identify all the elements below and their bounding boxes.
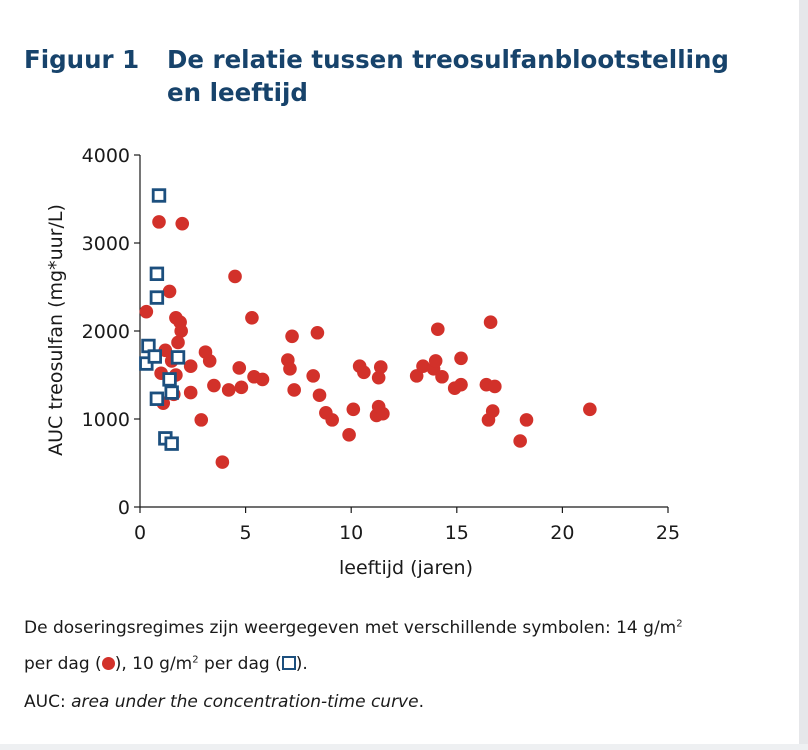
data-point-circle xyxy=(255,372,270,387)
caption-text-2d: ). xyxy=(295,654,308,674)
data-point-circle xyxy=(175,216,190,231)
data-point-circle xyxy=(342,428,356,442)
data-point-circle xyxy=(416,359,430,374)
data-point-circle xyxy=(174,324,188,338)
caption-sup-2: 2 xyxy=(192,654,199,666)
x-tick-label: 10 xyxy=(339,522,363,544)
data-point-circle xyxy=(202,354,217,368)
data-point-circle xyxy=(376,406,390,421)
data-point-circle xyxy=(245,311,259,325)
data-point-circle xyxy=(183,359,198,374)
y-axis-label: AUC treosulfan (mg*uur/L) xyxy=(45,204,67,456)
data-point-circle xyxy=(207,378,221,393)
data-point-circle xyxy=(371,370,386,385)
data-point-square xyxy=(164,385,179,400)
data-point-circle xyxy=(346,402,361,417)
data-point-square xyxy=(149,290,165,305)
caption-line-3: AUC: area under the concentration-time c… xyxy=(24,691,794,713)
x-tick-label: 20 xyxy=(550,522,574,544)
chart-points xyxy=(139,188,597,469)
caption-end: . xyxy=(418,692,424,712)
x-tick-label: 0 xyxy=(134,522,146,544)
scatter-chart: 0 1000 2000 3000 4000 0 5 10 15 20 25 leeftijd (jar… xyxy=(45,145,680,579)
data-point-circle xyxy=(287,383,301,397)
data-point-circle xyxy=(312,388,327,403)
data-point-circle xyxy=(430,322,445,337)
data-point-square xyxy=(170,350,186,365)
data-point-circle xyxy=(454,351,468,366)
data-point-circle xyxy=(171,335,185,350)
data-point-circle xyxy=(232,361,247,375)
data-point-circle xyxy=(194,413,209,427)
data-point-circle xyxy=(428,354,443,368)
data-point-circle xyxy=(285,329,299,344)
y-tick-label: 2000 xyxy=(82,321,130,343)
data-point-circle xyxy=(435,369,449,384)
data-point-circle xyxy=(325,413,339,427)
data-point-circle xyxy=(139,304,154,319)
chart-axes xyxy=(134,154,669,513)
data-point-circle xyxy=(306,369,320,383)
data-point-circle xyxy=(183,385,198,400)
caption-term: area under the concentration-time curve xyxy=(71,692,419,712)
data-point-square xyxy=(162,372,177,387)
data-point-square xyxy=(164,436,179,451)
x-tick-label: 15 xyxy=(445,522,469,544)
y-tick-label: 3000 xyxy=(82,233,130,255)
caption-label-auc: AUC: xyxy=(24,692,72,712)
data-point-square xyxy=(147,349,162,364)
data-point-circle xyxy=(162,284,177,299)
data-point-square xyxy=(149,266,165,282)
page-edge xyxy=(799,0,808,750)
data-point-circle xyxy=(373,360,388,374)
x-tick-label: 5 xyxy=(240,522,252,544)
data-point-circle xyxy=(152,215,166,229)
data-point-circle xyxy=(409,369,424,383)
data-point-circle xyxy=(310,325,325,340)
caption-sup-1: 2 xyxy=(676,618,683,630)
data-point-circle xyxy=(228,269,242,284)
figure-title: De relatie tussen treosulfanblootstellin… xyxy=(167,45,729,107)
y-tick-label: 1000 xyxy=(82,409,130,431)
data-point-circle xyxy=(513,434,527,448)
data-point-circle xyxy=(283,362,297,376)
square-symbol-icon xyxy=(281,656,296,670)
data-point-circle xyxy=(234,380,249,395)
chart-labels: 0 1000 2000 3000 4000 0 5 10 15 20 25 leeftijd (jar… xyxy=(45,145,680,579)
caption-text-1: De doseringsregimes zijn weergegeven met… xyxy=(24,618,677,638)
caption-text-2b: ), 10 g/m xyxy=(114,654,193,674)
data-point-circle xyxy=(221,383,236,397)
data-point-circle xyxy=(583,402,597,417)
caption-text-2c: per dag ( xyxy=(198,654,282,674)
data-point-square xyxy=(149,391,165,406)
data-point-circle xyxy=(215,455,230,469)
caption-line-2: per dag (), 10 g/m2 per dag (). xyxy=(24,653,794,675)
data-point-circle xyxy=(483,315,498,330)
x-tick-label: 25 xyxy=(656,522,680,544)
figure-label: Figuur 1 xyxy=(24,45,140,74)
page-bottom-edge xyxy=(0,744,808,750)
caption-line-1: De doseringsregimes zijn weergegeven met… xyxy=(24,617,794,639)
x-axis-label: leeftijd (jaren) xyxy=(339,557,473,579)
circle-symbol-icon xyxy=(101,657,115,670)
data-point-circle xyxy=(485,404,500,418)
caption-text-2a: per dag ( xyxy=(24,654,102,674)
data-point-square xyxy=(151,188,167,203)
y-tick-label: 4000 xyxy=(82,145,130,167)
data-point-circle xyxy=(454,377,468,392)
data-point-circle xyxy=(519,413,534,427)
y-tick-label: 0 xyxy=(118,497,130,519)
data-point-circle xyxy=(357,365,371,380)
data-point-circle xyxy=(488,379,502,394)
